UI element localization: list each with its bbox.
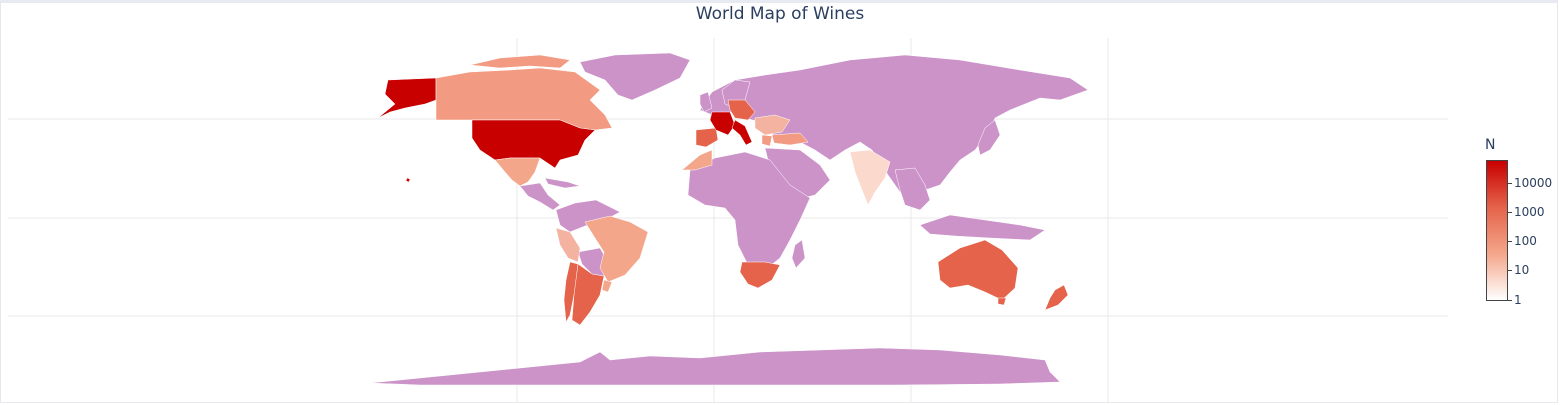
region-hawaii [405,177,411,183]
colorbar-tick-mark [1508,183,1512,184]
colorbar-tick-mark [1508,270,1512,271]
region-greece [761,134,773,147]
region-italy [731,119,753,146]
colorbar-tick-label: 1000 [1514,205,1545,219]
region-caribbean [544,177,581,189]
region-uk [699,91,713,113]
colorbar-tick-label: 100 [1514,234,1537,248]
region-australia [937,239,1019,301]
region-turkey [771,132,809,146]
colorbar-tick-mark [1508,212,1512,213]
region-mexico [494,157,541,187]
region-morocco [681,149,713,171]
colorbar [1486,160,1508,301]
colorbar-title: N [1485,137,1496,153]
region-balkans [754,114,791,136]
region-tasmania [997,297,1007,306]
region-antarctica [369,347,1061,386]
colorbar-tick-label: 1 [1514,293,1522,307]
graticule [8,38,1448,403]
region-uruguay [601,279,613,293]
region-south-africa [739,261,781,289]
region-peru [555,227,581,263]
region-canada-islands [469,54,571,69]
region-japan [977,119,1001,156]
region-argentina [571,263,605,326]
region-usa [471,119,596,169]
region-greenland [579,52,691,101]
colorbar-tick-label: 10 [1514,263,1530,277]
region-alaska [377,77,437,119]
region-brazil [584,215,649,283]
chart-title: World Map of Wines [695,4,865,24]
colorbar-tick-mark [1508,300,1512,301]
data-countries [377,54,1069,326]
region-indonesia [919,214,1046,241]
region-spain-portugal [695,127,719,148]
region-madagascar [791,239,806,269]
region-africa [687,151,811,271]
region-india [849,149,891,206]
region-central-america [519,182,561,211]
region-germany-austria [727,99,756,121]
region-southeast-asia [894,167,931,211]
region-new-zealand [1044,284,1069,311]
colorbar-tick-mark [1508,241,1512,242]
colorbar-tick-label: 10000 [1514,176,1553,190]
region-france [709,111,736,136]
